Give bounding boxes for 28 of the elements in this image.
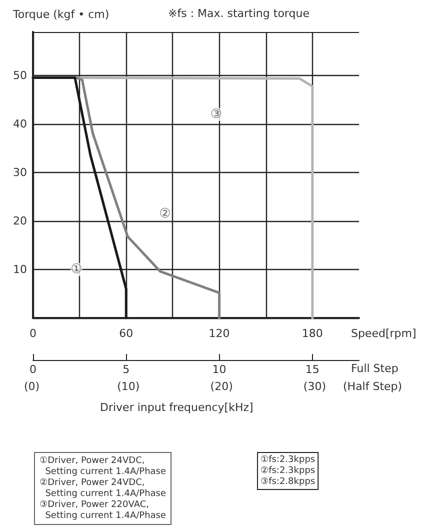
annotation: ③: [210, 106, 222, 122]
text: (0): [24, 380, 40, 393]
text: ※fs : Max. starting torque: [168, 7, 310, 20]
x-axis-title: Speed[rpm]: [351, 327, 416, 340]
annotation: ①: [70, 262, 82, 278]
annotation: ②: [159, 206, 171, 222]
y-tick-label: 10: [13, 263, 27, 276]
y-tick-label: 20: [13, 214, 27, 228]
text: Driver input frequency[kHz]: [100, 401, 254, 414]
x-tick-label: 0: [30, 327, 36, 340]
y-tick-label: 40: [13, 118, 27, 131]
y-tick-label: 50: [13, 69, 27, 82]
x-tick-label: 60: [119, 327, 134, 340]
text: (10): [117, 380, 140, 393]
y-axis-title: Torque (kgf • cm): [12, 8, 110, 21]
text: (20): [210, 380, 233, 393]
x-tick-label: 120: [208, 327, 230, 340]
y-tick-label: 30: [13, 166, 27, 180]
text: ①fs:2.3kpps ②fs:2.3kpps ③fs:2.8kpps: [260, 455, 316, 487]
text: (30): [303, 380, 326, 393]
x2-tick-label: 10: [212, 363, 226, 376]
x2-tick-label: 5: [122, 363, 130, 376]
x2-tick-label: 15: [305, 363, 320, 376]
text: ①Driver, Power 24VDC, Setting current 1.4A/Phase ②Driver, Power 24VDC, Setting current 1.4A/Phase ③Driver, Power 220VAC, Setting current 1.4A/Phase: [40, 456, 166, 521]
text: (Half Step): [343, 380, 402, 393]
x2-tick-label: 0: [30, 363, 36, 376]
x-tick-label: 180: [302, 327, 323, 340]
x2-axis-title: Full Step: [351, 362, 398, 375]
